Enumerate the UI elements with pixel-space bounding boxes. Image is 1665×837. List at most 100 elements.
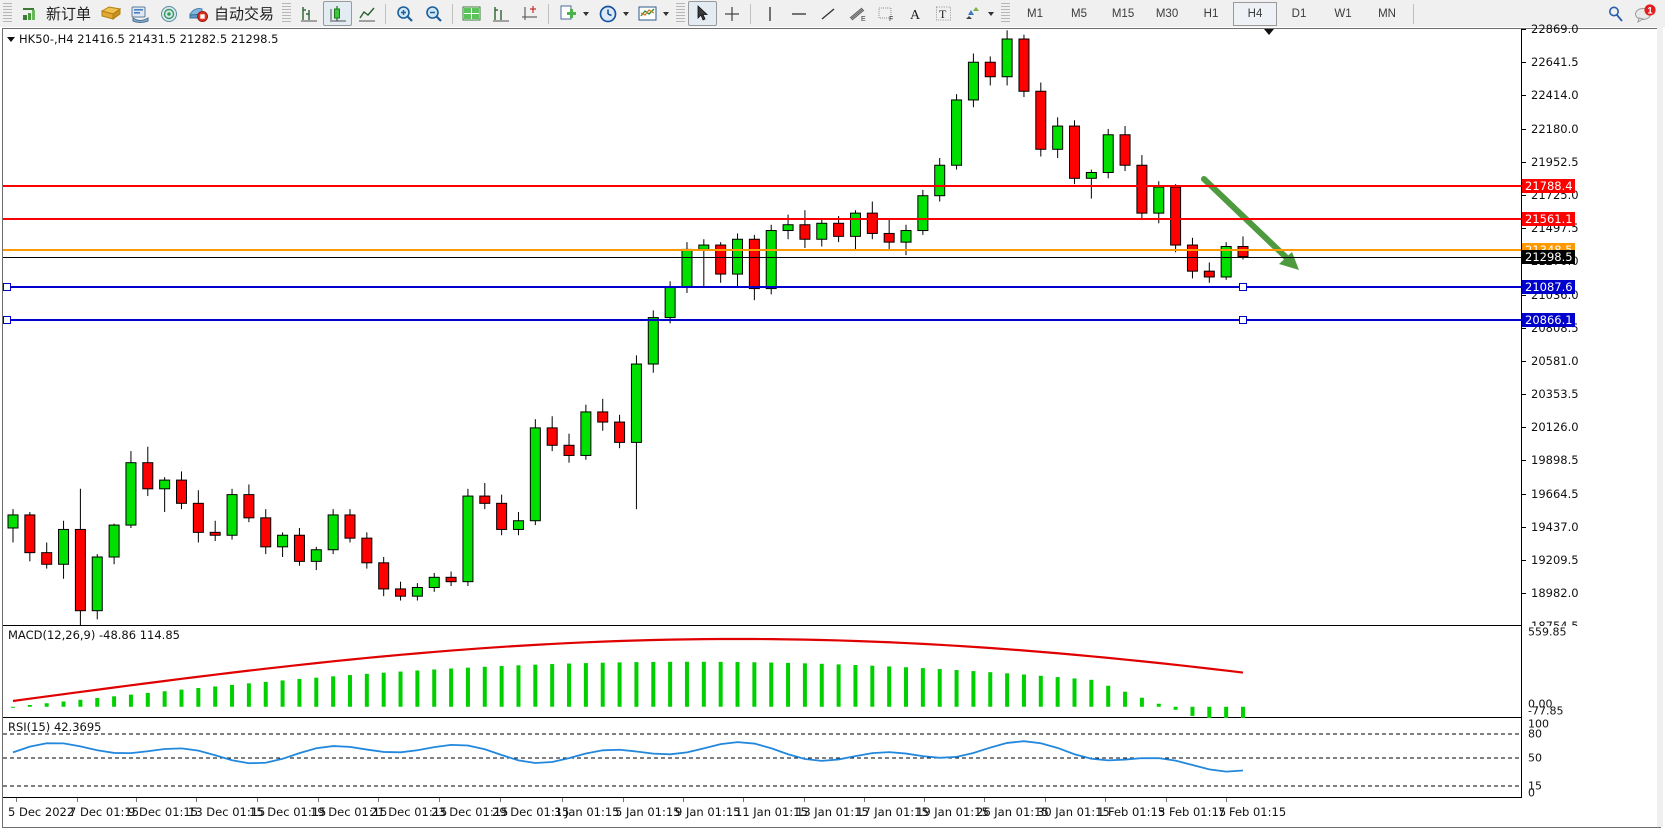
support-1-handle[interactable] [3,283,11,292]
timeframe-mn[interactable]: MN [1378,7,1396,20]
svg-text:E: E [861,16,866,23]
time-axis-tick [1045,798,1046,802]
timeframe-d1[interactable]: D1 [1291,7,1307,20]
time-axis-tick [318,798,319,802]
svg-text:F: F [889,16,893,23]
support-1-handle[interactable] [1239,283,1247,292]
new-order-label[interactable]: 新订单 [46,5,92,23]
toolbar-grip-4[interactable] [1001,3,1011,24]
support-2-tag[interactable]: 20866.1 [1522,312,1575,327]
rsi-scale-label: 80 [1528,727,1542,741]
time-axis-tick [623,798,624,802]
support-1-line[interactable] [3,286,1521,289]
cursor-icon[interactable] [688,1,718,26]
zoom-in-icon[interactable] [390,1,419,26]
time-axis-tick [683,798,684,802]
main-toolbar: 新订单 [0,0,1665,28]
price-tick [1522,228,1526,229]
vertical-line-icon[interactable] [755,1,784,26]
chart-window[interactable]: HK50-,H4 21416.5 21431.5 21282.5 21298.5… [2,22,1661,828]
macd-axis: 559.85 0.00 -77.85 [1521,626,1660,718]
indicators-dropdown-caret[interactable] [663,11,670,16]
trend-line-icon[interactable] [813,1,842,26]
collapse-caret-icon[interactable] [7,37,15,42]
crosshair-icon[interactable] [717,1,746,26]
new-chart-dropdown-caret[interactable] [583,11,590,16]
zoom-out-icon[interactable] [419,1,448,26]
navigator-icon[interactable] [154,1,183,26]
new-order-button[interactable] [15,1,44,26]
horizontal-line-icon[interactable] [784,1,813,26]
indicators-icon[interactable] [633,1,662,26]
time-axis-label: 15 Dec 01:15 [249,805,327,819]
text-label-icon[interactable]: T [929,1,958,26]
toolbar-grip-2[interactable] [282,3,292,24]
auto-trading-label[interactable]: 自动交易 [214,5,275,23]
chart-shift-marker[interactable] [1264,29,1274,35]
bar-chart-icon[interactable] [294,1,323,26]
timeframe-w1[interactable]: W1 [1334,7,1352,20]
price-tick [1522,128,1526,130]
resistance-1-tag[interactable]: 21788.4 [1522,178,1575,193]
rsi-axis: 100 80 50 15 0 [1521,718,1660,800]
period-icon[interactable] [593,1,622,26]
rsi-pane[interactable]: RSI(15) 42.3695 [3,718,1521,798]
equidistant-channel-icon[interactable]: F [871,1,900,26]
support-1-tag[interactable]: 21087.6 [1522,280,1575,295]
new-chart-icon[interactable] [553,1,582,26]
time-axis-tick [562,798,563,802]
toolbar-separator-5 [1413,3,1415,24]
timeframe-m30[interactable]: M30 [1155,7,1179,20]
macd-label: MACD(12,26,9) -48.86 114.85 [8,628,180,642]
timeframe-h4[interactable]: H4 [1233,1,1278,26]
price-tick-label: 19664.5 [1531,486,1579,501]
tile-windows-icon[interactable] [457,1,486,26]
price-tick-label: 19898.5 [1531,453,1579,467]
price-tick-label: 20581.0 [1531,353,1579,368]
auto-trading-icon[interactable] [183,1,212,26]
macd-pane[interactable]: MACD(12,26,9) -48.86 114.85 [3,626,1521,718]
pivot-line[interactable] [3,248,1521,251]
resistance-2-tag[interactable]: 21561.1 [1522,211,1575,226]
support-2-handle[interactable] [3,315,11,324]
objects-dropdown-caret[interactable] [988,11,995,16]
profiles-icon[interactable] [96,1,125,26]
time-axis-tick [804,798,805,802]
candlestick-chart-icon[interactable] [323,1,353,26]
objects-icon[interactable] [958,1,987,26]
symbol-ohlc-text: HK50-,H4 21416.5 21431.5 21282.5 21298.5 [19,32,279,46]
support-2-line[interactable] [3,318,1521,321]
text-icon[interactable]: A [900,1,929,26]
time-axis-tick [500,798,501,802]
price-pane[interactable]: HK50-,H4 21416.5 21431.5 21282.5 21298.5 [3,29,1521,626]
svg-text:T: T [939,7,947,21]
time-axis-tick [743,798,744,802]
current-price-line[interactable] [3,256,1521,258]
support-2-handle[interactable] [1239,315,1247,324]
price-tick [1522,360,1526,362]
price-tick [1522,294,1526,296]
price-tick-label: 18982.0 [1531,585,1579,600]
resistance-2-line[interactable] [3,217,1521,220]
market-watch-icon[interactable] [125,1,154,26]
toolbar-grip-3[interactable] [676,3,686,24]
search-icon[interactable] [1601,1,1630,26]
toolbar-grip[interactable] [3,3,12,24]
fibonacci-icon[interactable]: E [842,1,871,26]
line-chart-icon[interactable] [352,1,381,26]
time-axis[interactable]: 5 Dec 2022 7 Dec 01:15 9 Dec 01:15 13 Dec 0… [3,798,1521,827]
data-window-icon[interactable] [486,1,515,26]
current-price-tag[interactable]: 21298.5 [1522,249,1575,264]
resistance-1-line[interactable] [3,184,1521,187]
period-dropdown-caret[interactable] [623,11,630,16]
price-tick-label: 20353.5 [1531,386,1579,401]
timeframe-m15[interactable]: M15 [1111,7,1135,20]
symbol-header: HK50-,H4 21416.5 21431.5 21282.5 21298.5 [7,32,278,46]
timeframe-m1[interactable]: M1 [1027,7,1044,20]
price-axis[interactable]: 22869.0 22641.5 22414.0 22180.0 21952.5 21725… [1521,22,1660,633]
time-axis-label: 5 Dec 2022 [8,805,75,819]
timeframe-m5[interactable]: M5 [1071,7,1088,20]
grid-icon[interactable] [515,1,544,26]
timeframe-h1[interactable]: H1 [1203,7,1219,20]
notification-icon[interactable]: 1 [1630,1,1659,26]
